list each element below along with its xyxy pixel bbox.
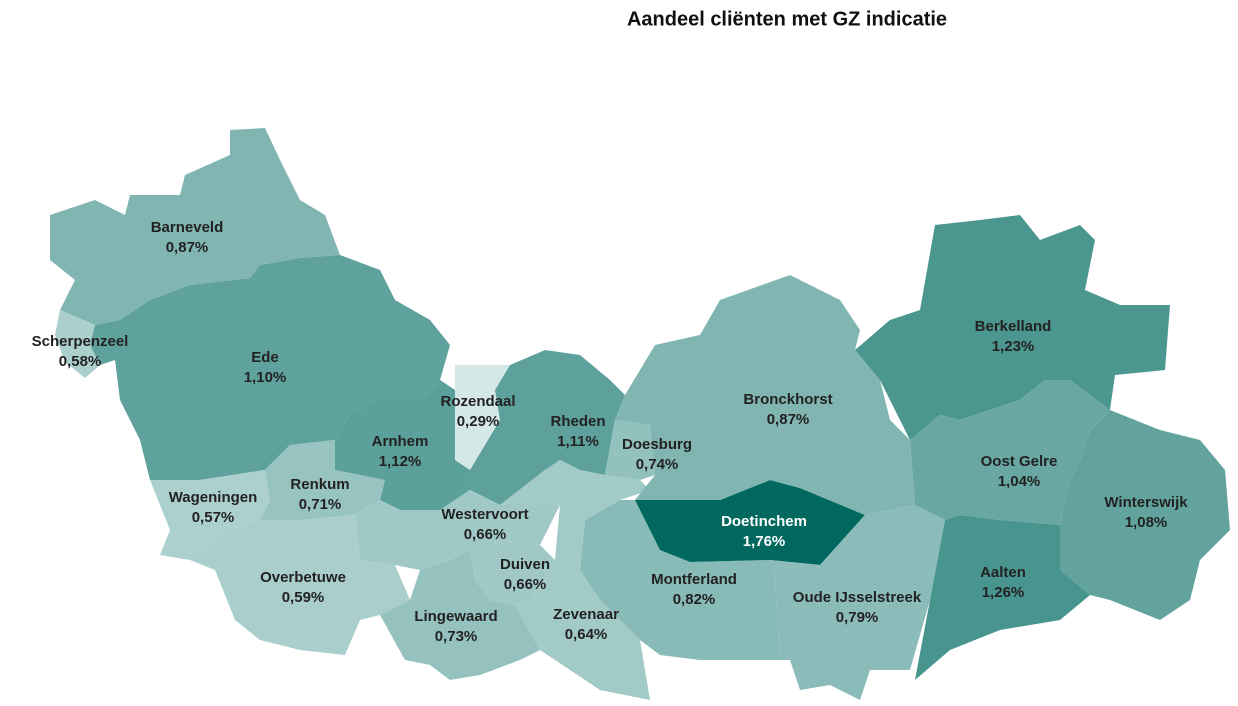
region-name: Barneveld — [151, 219, 224, 236]
region-name: Doetinchem — [721, 513, 807, 530]
region-name: Wageningen — [169, 489, 258, 506]
region-value: 1,26% — [982, 584, 1025, 601]
region-value: 1,76% — [743, 533, 786, 550]
region — [380, 550, 540, 680]
region — [335, 380, 470, 510]
region-name: Arnhem — [372, 433, 429, 450]
region-value: 0,74% — [636, 456, 679, 473]
region — [770, 505, 945, 700]
region-name: Montferland — [651, 571, 737, 588]
region-value: 0,71% — [299, 496, 342, 513]
region-value: 0,57% — [192, 509, 235, 526]
region-value: 1,10% — [244, 369, 287, 386]
region-name: Aalten — [980, 564, 1026, 581]
region-name: Doesburg — [622, 436, 692, 453]
region-name: Scherpenzeel — [32, 333, 129, 350]
region-value: 1,23% — [992, 338, 1035, 355]
region-value: 0,87% — [767, 411, 810, 428]
region — [500, 460, 650, 700]
region — [455, 365, 510, 470]
region-name: Ede — [251, 349, 279, 366]
regions — [50, 128, 1230, 700]
region-value: 0,66% — [464, 526, 507, 543]
region-value: 0,66% — [504, 576, 547, 593]
region-name: Lingewaard — [414, 608, 497, 625]
region — [855, 215, 1170, 440]
region-name: Bronckhorst — [743, 391, 832, 408]
region — [635, 480, 865, 565]
region-value: 0,59% — [282, 589, 325, 606]
region-value: 0,58% — [59, 353, 102, 370]
region-value: 0,82% — [673, 591, 716, 608]
region — [605, 420, 655, 480]
region — [1060, 410, 1230, 620]
region-name: Overbetuwe — [260, 569, 346, 586]
region — [470, 350, 625, 505]
region-value: 0,64% — [565, 626, 608, 643]
region — [190, 515, 410, 655]
region — [615, 275, 915, 515]
region-name: Oost Gelre — [981, 453, 1058, 470]
region — [260, 440, 385, 520]
region-value: 1,08% — [1125, 514, 1168, 531]
region — [470, 540, 555, 605]
region-name: Rheden — [550, 413, 605, 430]
region — [150, 470, 270, 560]
region-value: 1,12% — [379, 453, 422, 470]
labels: Barneveld 0,87% Scherpenzeel 0,58% Ede 1,10% W… — [32, 219, 1189, 645]
region-name: Zevenaar — [553, 606, 619, 623]
region-name: Oude IJsselstreek — [793, 589, 922, 606]
region — [50, 128, 340, 325]
region-name: Berkelland — [975, 318, 1052, 335]
region-name: Rozendaal — [440, 393, 515, 410]
region — [90, 255, 450, 480]
region-value: 0,87% — [166, 239, 209, 256]
region-name: Westervoort — [441, 506, 528, 523]
region-value: 0,29% — [457, 413, 500, 430]
region-value: 1,11% — [557, 433, 599, 450]
region-value: 1,04% — [998, 473, 1041, 490]
region — [910, 380, 1110, 525]
region — [915, 515, 1090, 680]
region — [355, 490, 560, 570]
region-name: Winterswijk — [1104, 494, 1188, 511]
region-name: Renkum — [290, 476, 349, 493]
region-name: Duiven — [500, 556, 550, 573]
map-title: Aandeel cliënten met GZ indicatie — [627, 8, 947, 30]
region — [580, 500, 780, 660]
region — [55, 310, 100, 378]
region-value: 0,79% — [836, 609, 879, 626]
region-value: 0,73% — [435, 628, 478, 645]
